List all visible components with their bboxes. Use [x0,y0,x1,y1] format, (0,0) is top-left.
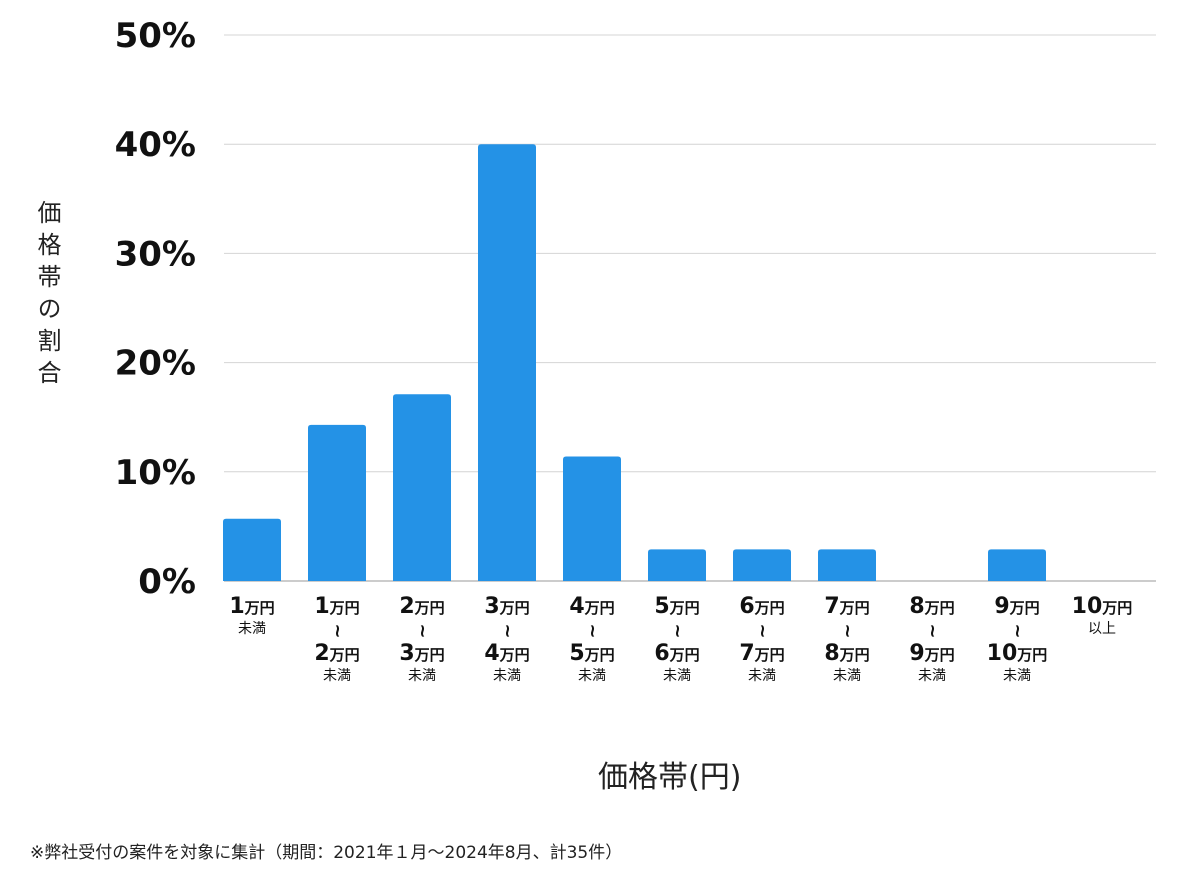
price-value: 8万円 [909,594,955,619]
range-qualifier: 未満 [493,668,521,684]
price-value: 10万円 [986,641,1048,666]
y-tick-label: 0% [138,562,196,602]
x-tick-label: 2万円 ~3万円未満 [380,594,464,684]
bar [478,144,536,581]
range-tilde: ~ [497,623,518,639]
x-tick-label: 1万円未満 [210,594,294,637]
price-value: 5万円 [654,594,700,619]
price-value: 9万円 [909,641,955,666]
range-tilde: ~ [1007,623,1028,639]
price-value: 7万円 [739,641,785,666]
bar [988,549,1046,581]
range-tilde: ~ [412,623,433,639]
x-tick-label: 5万円 ~6万円未満 [635,594,719,684]
x-tick-label: 8万円 ~9万円未満 [890,594,974,684]
bar [733,549,791,581]
footnote: ※弊社受付の案件を対象に集計（期間：2021年１月〜2024年8月、計35件） [30,843,623,863]
range-qualifier: 未満 [833,668,861,684]
price-value: 2万円 [399,594,445,619]
x-tick-label: 10万円以上 [1060,594,1144,637]
y-tick-label: 10% [115,453,196,493]
x-axis-label: 価格帯(円) [598,760,742,795]
range-tilde: ~ [327,623,348,639]
bar [818,549,876,581]
price-value: 10万円 [1071,594,1133,619]
bar [308,424,366,581]
x-tick-label: 9万円 ~10万円未満 [975,594,1059,684]
range-qualifier: 未満 [1003,668,1031,684]
range-tilde: ~ [582,623,603,639]
range-qualifier: 以上 [1088,621,1116,637]
bar [563,456,621,581]
y-tick-label: 40% [115,125,196,165]
x-tick-label: 7万円 ~8万円未満 [805,594,889,684]
x-tick-label: 3万円 ~4万円未満 [465,594,549,684]
price-value: 7万円 [824,594,870,619]
price-value: 5万円 [569,641,615,666]
x-tick-label: 1万円 ~2万円未満 [295,594,379,684]
price-value: 1万円 [229,594,275,619]
range-tilde: ~ [837,623,858,639]
price-value: 1万円 [314,594,360,619]
y-tick-label: 30% [115,234,196,274]
bar [393,394,451,581]
bar [648,549,706,581]
price-value: 9万円 [994,594,1040,619]
price-value: 2万円 [314,641,360,666]
range-qualifier: 未満 [748,668,776,684]
price-value: 3万円 [399,641,445,666]
y-axis-label: 価格帯の割合 [33,200,61,392]
range-qualifier: 未満 [238,621,266,637]
price-value: 8万円 [824,641,870,666]
price-value: 6万円 [654,641,700,666]
range-tilde: ~ [922,623,943,639]
price-value: 4万円 [484,641,530,666]
range-tilde: ~ [667,623,688,639]
range-qualifier: 未満 [578,668,606,684]
price-value: 6万円 [739,594,785,619]
price-value: 4万円 [569,594,615,619]
range-qualifier: 未満 [408,668,436,684]
bar [223,518,281,581]
range-tilde: ~ [752,623,773,639]
x-tick-label: 6万円 ~7万円未満 [720,594,804,684]
y-tick-label: 50% [115,16,196,56]
range-qualifier: 未満 [918,668,946,684]
price-value: 3万円 [484,594,530,619]
x-tick-label: 4万円 ~5万円未満 [550,594,634,684]
range-qualifier: 未満 [323,668,351,684]
y-tick-label: 20% [115,344,196,384]
range-qualifier: 未満 [663,668,691,684]
